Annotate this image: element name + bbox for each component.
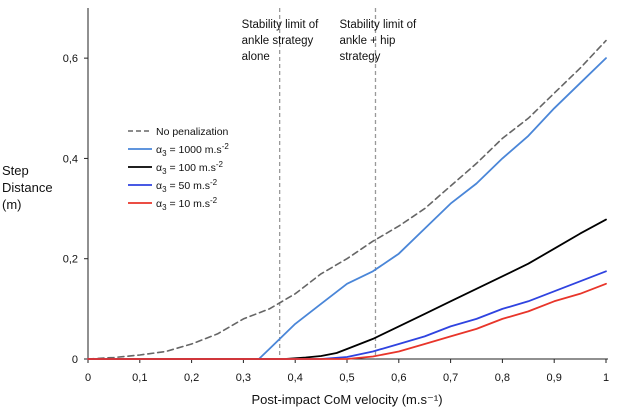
x-tick-label: 0,7 — [443, 372, 458, 384]
x-tick-label: 0,4 — [288, 372, 303, 384]
legend-entry: α3 = 100 m.s-2 — [156, 160, 224, 176]
stability-limit-annotation: Stability limit of — [242, 19, 319, 31]
series-lines — [87, 39, 607, 360]
stability-limit-annotation: strategy — [339, 51, 380, 63]
x-tick-label: 0,3 — [236, 372, 251, 384]
x-tick-label: 0,6 — [391, 372, 406, 384]
stability-limit-lines: Stability limit of ankle strategy alone Sta… — [242, 8, 417, 359]
y-tick-label: 0,2 — [63, 254, 78, 266]
x-tick-label: 1 — [603, 372, 609, 384]
x-tick-label: 0,9 — [547, 372, 562, 384]
legend-entry: α3 = 10 m.s-2 — [156, 196, 218, 212]
axes: 0 0,1 0,2 0,3 0,4 0,5 0,6 0,7 0,8 0,9 1 0 0,2 0,4 0,6 — [63, 8, 609, 384]
y-tick-label: 0 — [72, 354, 78, 366]
y-axis-label: Distance — [2, 180, 53, 195]
x-tick-label: 0,8 — [495, 372, 510, 384]
axis-labels: Step Distance (m) Post-impact CoM velocity … — [2, 163, 443, 407]
series-line — [87, 39, 607, 360]
y-axis-label: Step — [2, 163, 29, 178]
y-axis-label: (m) — [2, 197, 22, 212]
legend-entry: α3 = 1000 m.s-2 — [156, 142, 229, 158]
series-line — [87, 270, 607, 360]
stability-limit-annotation: Stability limit of — [339, 19, 416, 31]
series-line — [87, 218, 607, 360]
x-axis-label: Post-impact CoM velocity (m.s⁻¹) — [251, 392, 442, 407]
x-tick-label: 0,1 — [132, 372, 147, 384]
y-tick-label: 0,6 — [63, 53, 78, 65]
stability-limit-annotation: ankle + hip — [339, 35, 395, 47]
x-tick-label: 0,5 — [339, 372, 354, 384]
legend-entry: No penalization — [156, 126, 229, 138]
y-tick-label: 0,4 — [63, 153, 78, 165]
legend-entry: α3 = 50 m.s-2 — [156, 178, 218, 194]
stability-limit-annotation: alone — [242, 51, 270, 63]
x-tick-label: 0,2 — [184, 372, 199, 384]
series-line — [87, 57, 607, 360]
legend: No penalization α3 = 1000 m.s-2 α3 = 100 m… — [128, 126, 229, 212]
stability-limit-annotation: ankle strategy — [242, 35, 314, 47]
series-line — [87, 282, 607, 360]
x-tick-label: 0 — [85, 372, 91, 384]
